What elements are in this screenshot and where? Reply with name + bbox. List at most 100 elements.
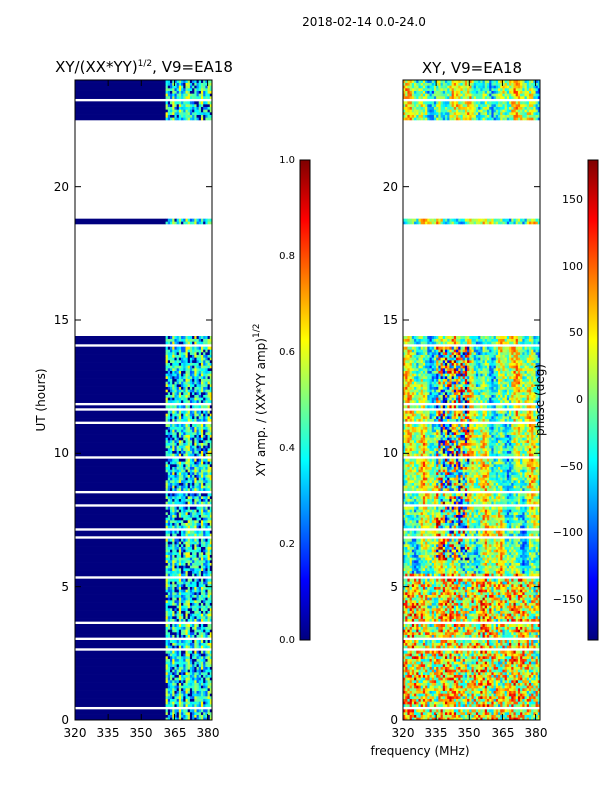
amplitude-heatmap-cell [75,645,166,649]
phase-heatmap-cell [403,650,406,654]
amplitude-heatmap-cell [174,514,177,518]
phase-heatmap-cell [460,664,463,667]
amplitude-heatmap-cell [185,688,188,691]
amplitude-heatmap-cell [181,376,184,379]
amplitude-heatmap-cell [189,109,193,113]
amplitude-heatmap-cell [170,440,173,443]
amplitude-heatmap-cell [207,117,211,121]
amplitude-heatmap-cell [75,544,166,547]
amplitude-heatmap-cell [75,573,166,577]
phase-heatmap-cell [478,682,481,686]
amplitude-heatmap-cell [165,650,169,654]
amplitude-heatmap-cell [207,397,211,401]
amplitude-heatmap-cell [165,104,169,107]
phase-heatmap-cell [442,712,446,715]
amplitude-heatmap-cell [207,661,211,665]
amplitude-heatmap-cell [207,573,211,577]
phase-heatmap-cell [416,680,419,683]
amplitude-heatmap-cell [172,376,175,379]
amplitude-heatmap-cell [165,626,169,630]
phase-heatmap-cell [484,688,488,691]
amplitude-heatmap-cell [196,568,200,571]
amplitude-heatmap-cell [205,397,208,401]
phase-heatmap-cell [498,688,501,691]
amplitude-heatmap-cell [181,370,186,374]
amplitude-heatmap-cell [205,640,208,643]
phase-heatmap-cell [422,685,426,689]
phase-heatmap-cell [464,696,468,699]
amplitude-heatmap-cell [181,586,188,590]
phase-heatmap-cell [462,672,466,675]
amplitude-heatmap-cell [176,541,180,545]
phase-heatmap-cell [528,650,532,654]
phase-heatmap-cell [482,688,486,691]
amplitude-heatmap-cell [178,573,182,577]
amplitude-heatmap-cell [167,405,171,409]
phase-heatmap-cell [405,677,408,681]
amplitude-heatmap-cell [187,680,191,683]
amplitude-heatmap-cell [185,640,188,643]
phase-heatmap-cell [433,680,437,683]
phase-heatmap-cell [409,685,413,689]
phase-heatmap-cell [464,677,468,681]
amplitude-heatmap-cell [203,522,206,526]
phase-heatmap-cell [427,682,430,686]
amplitude-heatmap-cell [167,360,171,363]
phase-heatmap-cell [509,680,512,683]
phase-heatmap-cell [451,701,455,705]
phase-heatmap-cell [411,656,415,659]
phase-heatmap-cell [522,640,525,643]
amplitude-heatmap-cell [200,613,204,617]
amplitude-heatmap-cell [167,376,171,379]
amplitude-heatmap-cell [172,602,175,606]
amplitude-heatmap-cell [165,424,169,427]
amplitude-heatmap-cell [167,512,171,515]
amplitude-heatmap-cell [209,493,213,497]
amplitude-heatmap-cell [187,114,191,118]
amplitude-heatmap-cell [205,541,208,545]
phase-heatmap-cell [460,701,463,705]
phase-heatmap-cell [504,677,508,681]
amplitude-heatmap-cell [183,552,186,555]
amplitude-heatmap-cell [209,117,213,121]
amplitude-heatmap-cell [176,496,180,499]
amplitude-heatmap-cell [207,349,211,353]
phase-heatmap-cell [449,690,452,694]
amplitude-heatmap-cell [189,549,193,553]
phase-heatmap-cell [471,680,475,683]
amplitude-heatmap-cell [75,488,166,491]
amplitude-heatmap-cell [205,672,208,675]
amplitude-heatmap-cell [189,514,193,518]
amplitude-heatmap-cell [189,530,193,534]
amplitude-heatmap-cell [174,80,177,83]
phase-heatmap-cell [473,650,477,654]
amplitude-heatmap-cell [174,586,177,590]
amplitude-heatmap-cell [187,701,191,705]
amplitude-heatmap-cell [183,384,186,387]
amplitude-heatmap-cell [194,509,197,513]
phase-heatmap-cell [475,688,479,691]
amplitude-heatmap-cell [209,218,213,222]
phase-heatmap-cell [471,698,475,702]
phase-heatmap-cell [403,645,406,649]
phase-heatmap-cell [433,642,437,646]
amplitude-heatmap-cell [198,698,202,702]
phase-heatmap-cell [475,714,479,718]
amplitude-heatmap-cell [196,424,200,427]
phase-heatmap-cell [464,658,468,662]
phase-heatmap-cell [405,656,408,659]
amplitude-heatmap-cell [187,442,191,446]
amplitude-heatmap-cell [167,93,171,97]
amplitude-heatmap-cell [207,512,211,515]
amplitude-heatmap-cell [203,693,206,697]
amplitude-heatmap-cell [181,653,184,657]
amplitude-heatmap-cell [170,690,173,694]
phase-heatmap-cell [489,672,492,675]
phase-heatmap-cell [489,709,492,713]
amplitude-heatmap-cell [203,581,206,585]
phase-heatmap-cell [498,714,501,718]
phase-heatmap-cell [486,669,490,673]
phase-heatmap-cell [524,658,528,662]
phase-heatmap-cell [522,717,525,721]
amplitude-heatmap-cell [170,482,173,486]
